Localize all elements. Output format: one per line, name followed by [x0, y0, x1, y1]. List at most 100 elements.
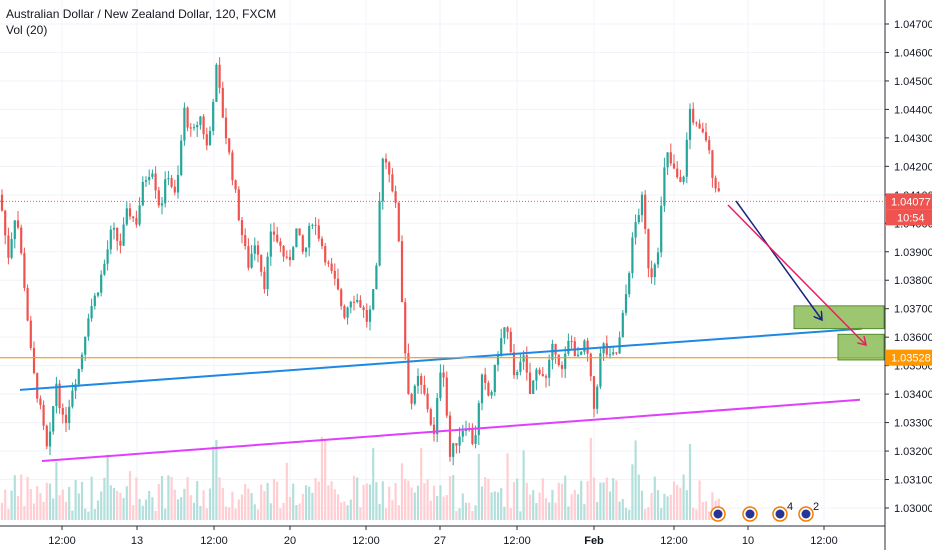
- candle-body: [528, 372, 532, 394]
- volume-bar: [192, 502, 196, 520]
- candle-body: [260, 254, 263, 272]
- projection-arrow-blue[interactable]: [735, 200, 822, 320]
- volume-bar: [448, 476, 452, 520]
- volume-bar: [199, 506, 202, 520]
- volume-bar: [416, 485, 420, 520]
- last-price-value: 1.04077: [891, 196, 931, 208]
- candle-body: [394, 191, 397, 203]
- candle-body: [237, 189, 240, 221]
- volume-bar: [311, 492, 314, 520]
- candle-body: [647, 229, 650, 269]
- volume-bar: [356, 477, 359, 520]
- candle-body: [599, 353, 602, 387]
- volume-bar: [404, 478, 407, 520]
- volume-bar: [535, 503, 538, 520]
- volume-bar: [436, 496, 439, 520]
- candle-body: [240, 220, 244, 236]
- time-tick-label: Feb: [584, 535, 604, 547]
- candle-body: [688, 108, 692, 140]
- volume-bar: [349, 499, 352, 520]
- candle-body: [368, 309, 372, 322]
- volume-bar: [87, 511, 90, 520]
- drawings[interactable]: [0, 200, 885, 463]
- volume-bar: [426, 479, 429, 520]
- volume-bar: [135, 477, 138, 520]
- candle-body: [548, 359, 551, 378]
- price-tick-label: 1.04400: [894, 104, 932, 116]
- target-zone-2[interactable]: [837, 333, 885, 361]
- volume-bar: [653, 476, 656, 520]
- candle-body: [285, 256, 288, 258]
- candle-body: [183, 107, 186, 141]
- volume-bar: [375, 482, 378, 520]
- volume-bar: [90, 476, 93, 520]
- volume-bar: [640, 490, 644, 520]
- candle-body: [13, 220, 16, 240]
- candle-body: [45, 425, 48, 447]
- time-tick-label: 12:00: [503, 535, 531, 547]
- volume-bar: [452, 474, 455, 520]
- projection-arrow-red[interactable]: [727, 204, 866, 345]
- price-tick-label: 1.03000: [894, 503, 932, 515]
- event-flag-icon[interactable]: 2: [798, 501, 819, 522]
- candle-body: [253, 245, 256, 254]
- volume-bar: [148, 490, 151, 520]
- event-flag-icon[interactable]: 4: [772, 501, 793, 522]
- event-icon-flag: [775, 509, 785, 519]
- candle-body: [695, 122, 698, 124]
- event-icon-flag: [745, 509, 755, 519]
- candle-body: [407, 353, 410, 394]
- volume-bar: [119, 492, 122, 520]
- volume-bar: [474, 505, 477, 520]
- candle-body: [167, 178, 170, 180]
- candle-body: [103, 263, 106, 275]
- candle-body: [218, 64, 221, 88]
- volume-bar: [679, 487, 682, 520]
- candle-body: [282, 245, 285, 257]
- candle-body: [186, 107, 189, 128]
- volume-bar: [506, 453, 509, 520]
- lower-trendline[interactable]: [41, 398, 861, 463]
- candle-body: [250, 253, 253, 268]
- price-tick-label: 1.03900: [894, 247, 932, 259]
- candle-body: [96, 292, 100, 296]
- volume-bar: [445, 495, 448, 520]
- candle-body: [4, 210, 7, 236]
- time-tick-label: 10: [742, 535, 754, 547]
- volume-bar: [343, 501, 346, 520]
- volume-bar: [128, 471, 132, 520]
- candle-body: [564, 353, 567, 369]
- volume-bar: [218, 477, 221, 520]
- event-flag-icon[interactable]: [710, 506, 726, 522]
- support-trendline[interactable]: [19, 327, 863, 391]
- symbol-title[interactable]: Australian Dollar / New Zealand Dollar, …: [6, 7, 277, 21]
- volume-bar: [84, 508, 87, 520]
- volume-bar: [160, 475, 164, 520]
- candle-body: [672, 163, 676, 169]
- time-axis[interactable]: 12:00 13 12:00 20 12:00 27 12:00 Feb 12:00 10 12:0…: [0, 525, 885, 547]
- volume-bar: [52, 498, 55, 520]
- candle-body: [20, 227, 23, 254]
- candle-body: [448, 415, 452, 457]
- volume-bar: [548, 502, 551, 520]
- volume-bar: [116, 490, 119, 520]
- price-axis[interactable]: 1.04700 1.04600 1.04500 1.04400 1.04300 1.042…: [884, 0, 932, 550]
- volume-bar: [231, 491, 234, 520]
- volume-bar: [362, 484, 365, 520]
- candle-body: [378, 201, 381, 266]
- candle-body: [644, 194, 647, 230]
- volume-bar: [471, 510, 474, 520]
- volume-bar: [308, 486, 311, 520]
- candle-body: [263, 271, 266, 290]
- volume-bar: [538, 492, 541, 520]
- volume-bar: [244, 483, 247, 520]
- volume-bar: [685, 490, 688, 520]
- volume-bar: [144, 499, 148, 520]
- candle-body: [333, 270, 336, 279]
- event-flag-icon[interactable]: [742, 506, 758, 522]
- candle-body: [160, 203, 164, 206]
- volume-bar: [324, 440, 327, 520]
- indicator-label[interactable]: Vol (20): [6, 23, 48, 37]
